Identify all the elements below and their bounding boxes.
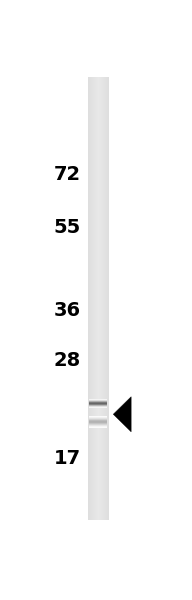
Bar (99, 77, 100, 520)
Bar (103, 77, 104, 520)
Bar (101, 77, 102, 520)
Bar (100, 77, 101, 520)
Text: 36: 36 (53, 301, 81, 320)
Text: 17: 17 (53, 449, 81, 468)
Bar (96, 77, 97, 520)
Bar (94, 77, 95, 520)
Bar (91, 77, 92, 520)
Bar (90, 77, 91, 520)
Bar (104, 77, 105, 520)
Text: 28: 28 (53, 351, 81, 370)
Text: 72: 72 (53, 164, 81, 184)
Polygon shape (113, 397, 131, 432)
Bar (106, 77, 107, 520)
Bar (88, 77, 89, 520)
Bar (108, 77, 109, 520)
Bar (107, 77, 108, 520)
Bar (97, 77, 98, 520)
Bar (95, 77, 96, 520)
Text: 55: 55 (53, 218, 81, 236)
Bar (89, 77, 90, 520)
Bar (92, 77, 93, 520)
Bar (102, 77, 103, 520)
Bar (105, 77, 106, 520)
Bar (98, 77, 99, 520)
Bar (93, 77, 94, 520)
